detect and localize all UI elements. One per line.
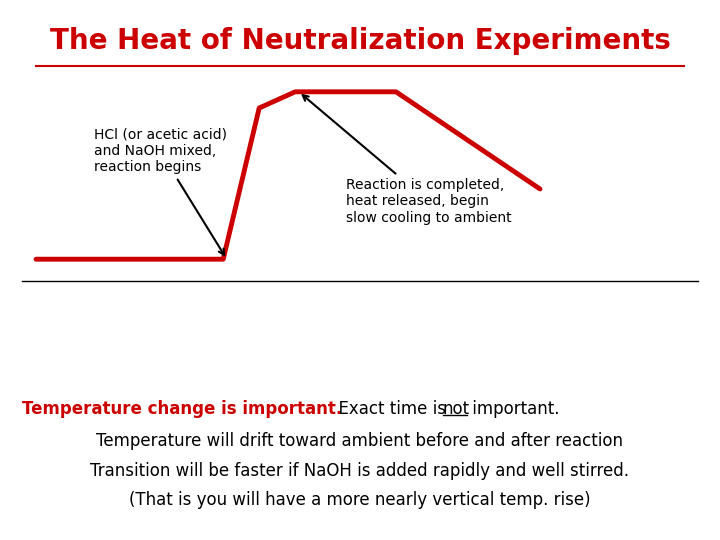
Text: Transition will be faster if NaOH is added rapidly and well stirred.: Transition will be faster if NaOH is add… [91, 462, 629, 480]
Text: (That is you will have a more nearly vertical temp. rise): (That is you will have a more nearly ver… [129, 491, 591, 509]
Text: important.: important. [467, 400, 559, 417]
Text: Temperature will drift toward ambient before and after reaction: Temperature will drift toward ambient be… [96, 432, 624, 450]
Text: Temperature change is important.: Temperature change is important. [22, 400, 342, 417]
Text: HCl (or acetic acid)
and NaOH mixed,
reaction begins: HCl (or acetic acid) and NaOH mixed, rea… [94, 128, 227, 255]
Text: Exact time is: Exact time is [328, 400, 451, 417]
Text: Reaction is completed,
heat released, begin
slow cooling to ambient: Reaction is completed, heat released, be… [302, 95, 511, 225]
Text: not: not [443, 400, 470, 417]
Text: The Heat of Neutralization Experiments: The Heat of Neutralization Experiments [50, 27, 670, 55]
